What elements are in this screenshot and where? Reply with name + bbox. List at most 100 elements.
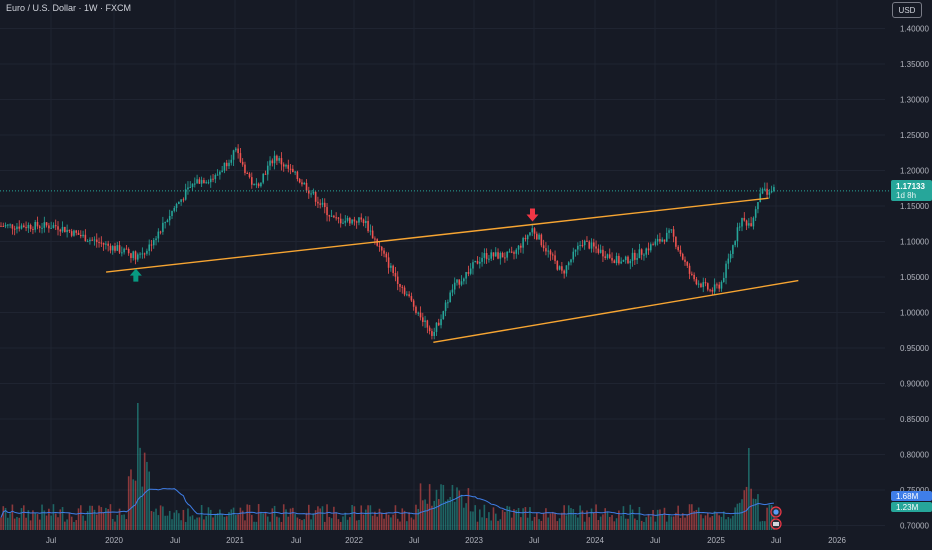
- candle-body: [645, 248, 648, 255]
- candle-body: [631, 252, 634, 261]
- volume-bar: [707, 512, 709, 530]
- candle-body: [595, 246, 597, 249]
- candle-body: [264, 173, 267, 175]
- candle-body: [107, 243, 109, 246]
- candle-body: [453, 282, 456, 290]
- currency-button[interactable]: USD: [892, 2, 922, 18]
- volume-bar: [82, 515, 84, 530]
- trendline[interactable]: [433, 279, 799, 344]
- volume-bar: [488, 512, 490, 530]
- volume-bar: [551, 511, 554, 530]
- candle-body: [720, 282, 723, 289]
- time-axis[interactable]: Jul 2020 Jul 2021 Jul 2022 Jul 2023 Jul 2024 Jul 20…: [46, 536, 847, 545]
- volume-bar: [121, 514, 123, 530]
- candle-body: [460, 281, 463, 285]
- candle-body: [29, 225, 32, 229]
- candle-body: [162, 222, 164, 232]
- candle-body: [729, 253, 732, 259]
- candle-body: [615, 255, 618, 264]
- candle-body: [513, 252, 515, 254]
- volume-bar: [634, 518, 636, 530]
- candle-body: [84, 234, 87, 242]
- candle-body: [369, 230, 372, 232]
- volume-bar: [686, 514, 689, 530]
- candle-body: [219, 171, 221, 175]
- volume-bar: [529, 507, 531, 530]
- candle-body: [239, 153, 242, 162]
- candle-body: [148, 244, 150, 251]
- candle-body: [551, 254, 554, 256]
- candle-body: [672, 229, 675, 237]
- volume-bar: [485, 518, 488, 530]
- candle-body: [346, 217, 349, 221]
- volume-bar: [757, 494, 759, 530]
- price-tick-label: 0.80000: [900, 451, 929, 460]
- volume-bar: [207, 507, 210, 530]
- candle-body: [504, 257, 506, 259]
- volume-bar: [292, 507, 294, 530]
- volume-bar: [403, 510, 406, 530]
- candle-body: [118, 245, 121, 253]
- candle-body: [52, 225, 55, 228]
- volume-bar: [743, 490, 746, 530]
- volume-bar: [107, 509, 109, 530]
- candle-body: [171, 210, 173, 216]
- volume-bar: [116, 514, 119, 530]
- volume-bar: [225, 516, 228, 530]
- volume-bar: [515, 510, 518, 530]
- volume-bar: [98, 505, 100, 530]
- volume-bar: [75, 520, 78, 530]
- volume-bar: [615, 518, 618, 530]
- candle-body: [285, 164, 287, 167]
- volume-bar: [579, 505, 581, 530]
- candle-body: [367, 221, 369, 232]
- candle-body: [403, 287, 406, 295]
- volume-bar: [472, 511, 474, 530]
- volume-bar: [581, 510, 584, 530]
- candle-body: [588, 241, 591, 249]
- candle-body: [622, 260, 625, 262]
- candle-body: [428, 327, 431, 332]
- candle-body: [736, 227, 739, 242]
- volume-bar: [95, 514, 98, 530]
- candle-body: [57, 226, 59, 230]
- volume-bar: [137, 403, 139, 530]
- price-tick-label: 1.10000: [900, 238, 929, 247]
- candle-body: [718, 284, 720, 289]
- candle-body: [681, 253, 684, 260]
- candle-body: [695, 279, 698, 285]
- candle-body: [36, 222, 39, 227]
- candle-body: [159, 231, 162, 233]
- price-tick-label: 1.40000: [900, 25, 929, 34]
- volume-bar: [481, 517, 483, 530]
- candle-body: [365, 221, 367, 224]
- candle-body: [768, 192, 771, 195]
- volume-bar: [251, 514, 253, 530]
- volume-bar: [57, 517, 59, 530]
- volume-bar: [624, 518, 627, 530]
- volume-bar: [453, 501, 456, 530]
- candle-body: [100, 242, 103, 244]
- trendline[interactable]: [106, 197, 769, 273]
- candle-body: [216, 174, 219, 176]
- volume-bar: [339, 521, 342, 530]
- volume-bar: [734, 507, 736, 530]
- volume-bar: [61, 507, 64, 530]
- volume-bar: [27, 510, 30, 530]
- volume-bar: [611, 515, 613, 530]
- candle-body: [0, 225, 2, 227]
- candle-body: [707, 283, 709, 290]
- volume-bar: [317, 506, 319, 530]
- candle-body: [155, 238, 157, 241]
- candle-body: [702, 282, 705, 288]
- candle-body: [750, 223, 752, 227]
- volume-bar: [385, 512, 388, 530]
- event-icons[interactable]: [770, 506, 782, 530]
- volume-bar: [342, 516, 344, 530]
- candle-body: [353, 219, 356, 222]
- price-axis[interactable]: 1.40000 1.35000 1.30000 1.25000 1.20000 1.150…: [900, 25, 929, 531]
- volume-bar: [29, 520, 32, 530]
- volume-bar: [168, 510, 171, 530]
- volume-bar: [127, 476, 130, 530]
